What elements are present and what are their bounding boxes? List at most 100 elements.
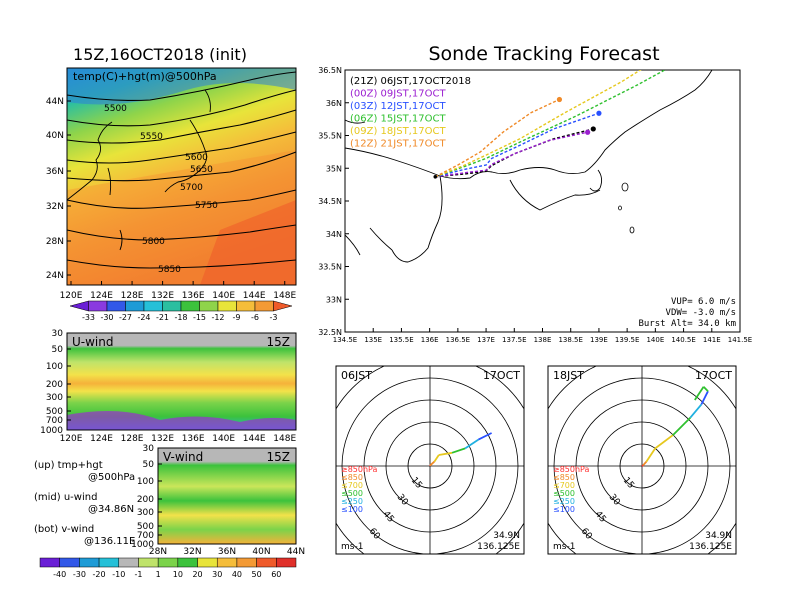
- map500-lat-ticks: 44N 40N 36N 32N 28N 24N: [46, 97, 71, 281]
- pressure-tick-label: 500: [137, 522, 154, 532]
- hodograph-06jst: 15304560≥850hPa≤850≤700≤500≤250≤10006JST…: [335, 365, 525, 555]
- colorbar-label: -10: [112, 570, 125, 579]
- lat-tick-label: 24N: [46, 271, 64, 281]
- lat-tick-label: 33.5N: [318, 263, 342, 272]
- level-label: ≤850: [553, 473, 575, 482]
- track-line: [435, 70, 642, 178]
- lon-tick-label: 139.5E: [615, 336, 639, 344]
- hodograph-lat: 34.9N: [493, 531, 520, 541]
- colorbar-label: -24: [137, 313, 150, 322]
- map500-label: temp(C)+hgt(m)@500hPa: [73, 70, 217, 83]
- lon-tick-label: 138E: [534, 336, 552, 344]
- hodograph-lon: 136.125E: [477, 542, 520, 552]
- launch-legend-entry: (21Z) 06JST,17OCT2018: [350, 76, 471, 87]
- lat-tick-label: 34N: [326, 230, 342, 239]
- colorbar-cell: [69, 300, 89, 312]
- colorbar-label: -30: [73, 570, 86, 579]
- colorbar-label: -20: [93, 570, 106, 579]
- colorbar-cell: [256, 557, 277, 568]
- pressure-tick-label: 30: [52, 329, 64, 339]
- vup-text: VUP= 6.0 m/s: [671, 297, 736, 307]
- colorbar-cell: [98, 557, 120, 568]
- lon-tick-label: 136E: [182, 434, 205, 444]
- lon-tick-label: 128E: [121, 291, 144, 301]
- contour-label: 5500: [104, 104, 127, 114]
- lat-tick-label: 32N: [46, 202, 64, 212]
- lon-tick-label: 120E: [60, 291, 83, 301]
- map500-lon-ticks: 120E 124E 128E 132E 136E 140E 144E 148E: [60, 281, 296, 301]
- contour-label: 5600: [185, 153, 208, 163]
- lat-tick-label: 40N: [252, 547, 270, 557]
- lon-tick-label: 148E: [273, 434, 296, 444]
- track-series: [433, 70, 667, 179]
- pressure-tick-label: 700: [46, 416, 63, 426]
- sonde-params: VUP= 6.0 m/s VDW= -3.0 m/s Burst Alt= 34…: [638, 297, 736, 329]
- launch-legend-entry: (12Z) 21JST,17OCT: [350, 139, 446, 150]
- level-label: ≤250: [553, 497, 575, 506]
- lat-tick-label: 32N: [183, 547, 201, 557]
- contour-label: 5650: [190, 165, 213, 175]
- level-label: ≥850hPa: [553, 465, 590, 474]
- lon-tick-label: 134.5E: [333, 336, 357, 344]
- hodograph-segment: [672, 416, 692, 436]
- hodograph-segment: [429, 460, 436, 467]
- lon-tick-label: 135.5E: [389, 336, 413, 344]
- hodograph-segment: [451, 447, 466, 454]
- lon-tick-label: 136.5E: [446, 336, 470, 344]
- hodograph-level-legend: ≥850hPa≤850≤700≤500≤250≤100: [341, 465, 378, 514]
- colorbar-cell: [79, 557, 100, 568]
- hodograph-18jst: 15304560≥850hPa≤850≤700≤500≤250≤10018JST…: [547, 365, 737, 555]
- hodograph-unit: ms-1: [553, 542, 575, 552]
- legend-note-line: (mid) u-wind: [34, 492, 97, 503]
- colorbar-cell: [180, 300, 200, 312]
- hodograph-segment: [438, 451, 453, 456]
- colorbar-cell: [217, 300, 237, 312]
- colorbar-cell: [276, 557, 297, 568]
- hodograph-segment: [654, 434, 674, 450]
- hodograph-unit: ms-1: [341, 542, 363, 552]
- pressure-tick-label: 1000: [131, 540, 154, 550]
- lat-tick-label: 36.5N: [318, 66, 342, 75]
- colorbar-label: -9: [233, 313, 241, 322]
- vwind-time: 15Z: [267, 450, 291, 464]
- pressure-tick-label: 200: [137, 495, 154, 505]
- lat-tick-label: 34.5N: [318, 197, 342, 206]
- pressure-tick-label: 50: [52, 345, 64, 355]
- hodograph-lat: 34.9N: [705, 531, 732, 541]
- pressure-tick-label: 300: [137, 508, 154, 518]
- lon-tick-label: 137E: [477, 336, 495, 344]
- colorbar-cell: [216, 557, 238, 568]
- level-label: ≤100: [341, 505, 363, 514]
- hodograph-date: 17OCT: [695, 369, 732, 382]
- hodograph-segment: [464, 438, 479, 450]
- launch-point: [433, 174, 438, 179]
- launch-legend-entry: (00Z) 09JST,17OCT: [350, 89, 446, 100]
- colorbar-cell: [118, 557, 139, 568]
- hodograph-date: 17OCT: [483, 369, 520, 382]
- lat-tick-label: 36N: [218, 547, 236, 557]
- uwind-label: U-wind: [72, 335, 113, 349]
- colorbar-label: -33: [82, 313, 95, 322]
- colorbar-label: 30: [212, 570, 222, 579]
- pressure-tick-label: 500: [46, 407, 63, 417]
- launch-legend-entry: (03Z) 12JST,17OCT: [350, 101, 446, 112]
- colorbar-cell: [39, 557, 60, 568]
- hodograph-segment: [702, 386, 709, 392]
- hodograph-segment: [689, 403, 703, 419]
- colorbar-cell: [106, 300, 126, 312]
- left-title: 15Z,16OCT2018 (init): [73, 45, 247, 64]
- lon-tick-label: 135E: [364, 336, 382, 344]
- burst-text: Burst Alt= 34.0 km: [638, 319, 736, 329]
- contour-label: 5850: [158, 265, 181, 275]
- track-burst-point: [585, 129, 591, 135]
- pressure-tick-label: 30: [143, 444, 155, 454]
- wind-colorbar: -40 -30 -20 -10 -1 1 10 20 30 40 50 60: [39, 557, 297, 579]
- colorbar-cell: [254, 300, 274, 312]
- colorbar-cell: [59, 557, 80, 568]
- colorbar-label: -21: [156, 313, 169, 322]
- lat-tick-label: 44N: [46, 97, 64, 107]
- hodograph-segment: [477, 432, 493, 441]
